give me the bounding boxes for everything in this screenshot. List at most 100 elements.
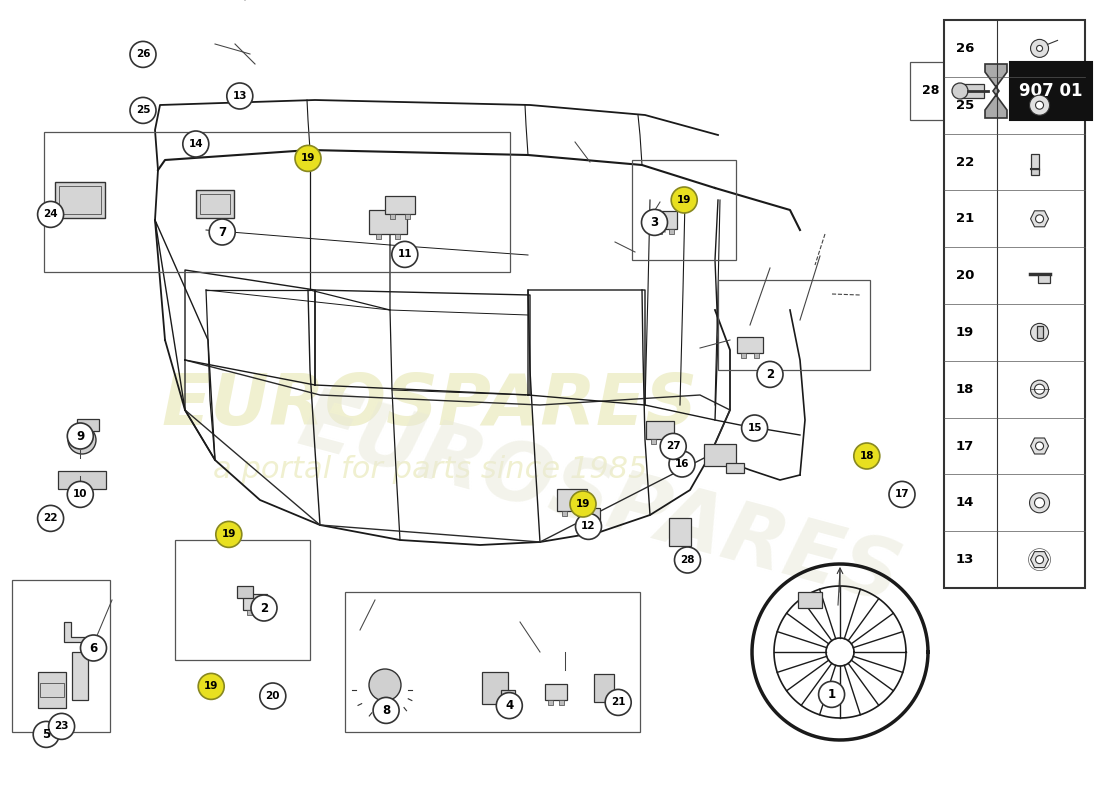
Circle shape [198,674,224,699]
Bar [653,211,676,229]
Circle shape [1035,102,1044,110]
Circle shape [130,98,156,123]
Bar [910,62,1005,120]
Text: 22: 22 [43,514,58,523]
Text: 2: 2 [766,368,774,381]
Circle shape [674,547,701,573]
Text: 25: 25 [956,98,974,112]
Bar [482,672,508,704]
Polygon shape [1031,552,1048,568]
Bar [1037,274,1049,282]
Bar [258,610,264,615]
Polygon shape [984,64,1006,118]
Circle shape [67,423,94,449]
Circle shape [392,242,418,267]
Circle shape [209,219,235,245]
Circle shape [251,595,277,621]
Bar [754,353,759,358]
Circle shape [1030,95,1049,115]
Text: 907 01: 907 01 [1020,82,1082,100]
Text: a portal for parts since 1985: a portal for parts since 1985 [212,455,647,485]
Text: 10: 10 [73,490,88,499]
Text: 19: 19 [221,530,236,539]
Circle shape [889,482,915,507]
Text: 18: 18 [956,382,975,396]
Bar [59,186,101,214]
Circle shape [1035,214,1044,222]
Circle shape [33,722,59,747]
Circle shape [37,506,64,531]
Circle shape [373,698,399,723]
Bar [944,20,1085,588]
Text: 21: 21 [956,212,974,226]
Bar [1036,326,1043,338]
Circle shape [575,514,602,539]
Circle shape [80,635,107,661]
Text: 25: 25 [135,106,151,115]
Bar [77,419,99,431]
Circle shape [183,131,209,157]
Polygon shape [1031,438,1048,454]
Bar [12,580,110,732]
Bar [583,522,587,527]
Bar [44,132,510,272]
Bar [500,690,515,700]
Text: 4: 4 [505,699,514,712]
Text: EUROSPARES: EUROSPARES [290,381,910,619]
Text: 28: 28 [680,555,695,565]
Circle shape [1031,380,1048,398]
Bar [1031,154,1038,170]
Text: 20: 20 [265,691,280,701]
Bar [376,234,381,239]
Bar [196,190,234,218]
Circle shape [130,42,156,67]
Circle shape [1031,39,1048,58]
Circle shape [570,491,596,517]
Bar [580,507,600,522]
Text: 27: 27 [666,442,681,451]
Bar [741,353,746,358]
Text: 18: 18 [859,451,874,461]
Bar [548,700,553,705]
Bar [345,592,640,732]
Text: 21: 21 [610,698,626,707]
Circle shape [295,146,321,171]
Bar [385,196,415,214]
Circle shape [216,522,242,547]
Bar [632,160,736,260]
Bar [718,280,870,370]
Bar [578,511,582,516]
Bar [58,471,106,489]
Text: 7: 7 [218,226,227,238]
Text: 26: 26 [135,50,151,59]
Bar [669,229,673,234]
Bar [646,421,674,439]
Circle shape [671,187,697,213]
Circle shape [368,669,402,701]
Text: 1: 1 [827,688,836,701]
Bar [246,610,252,615]
Circle shape [260,683,286,709]
Circle shape [669,451,695,477]
Bar [1010,62,1092,120]
Circle shape [660,434,686,459]
Text: 26: 26 [956,42,975,55]
Circle shape [67,482,94,507]
Circle shape [1035,442,1044,450]
Bar [657,229,661,234]
Text: 24: 24 [43,210,58,219]
Text: 6: 6 [89,642,98,654]
Bar [798,592,822,608]
Bar [236,586,253,598]
Bar [557,489,587,511]
Text: EUROSPARES: EUROSPARES [162,370,698,439]
Text: 19: 19 [204,682,219,691]
Polygon shape [1031,210,1048,227]
Circle shape [641,210,668,235]
Bar [559,700,564,705]
Bar [562,511,566,516]
Text: 14: 14 [956,496,975,510]
Text: 14: 14 [188,139,204,149]
Circle shape [48,714,75,739]
Text: 19: 19 [676,195,692,205]
